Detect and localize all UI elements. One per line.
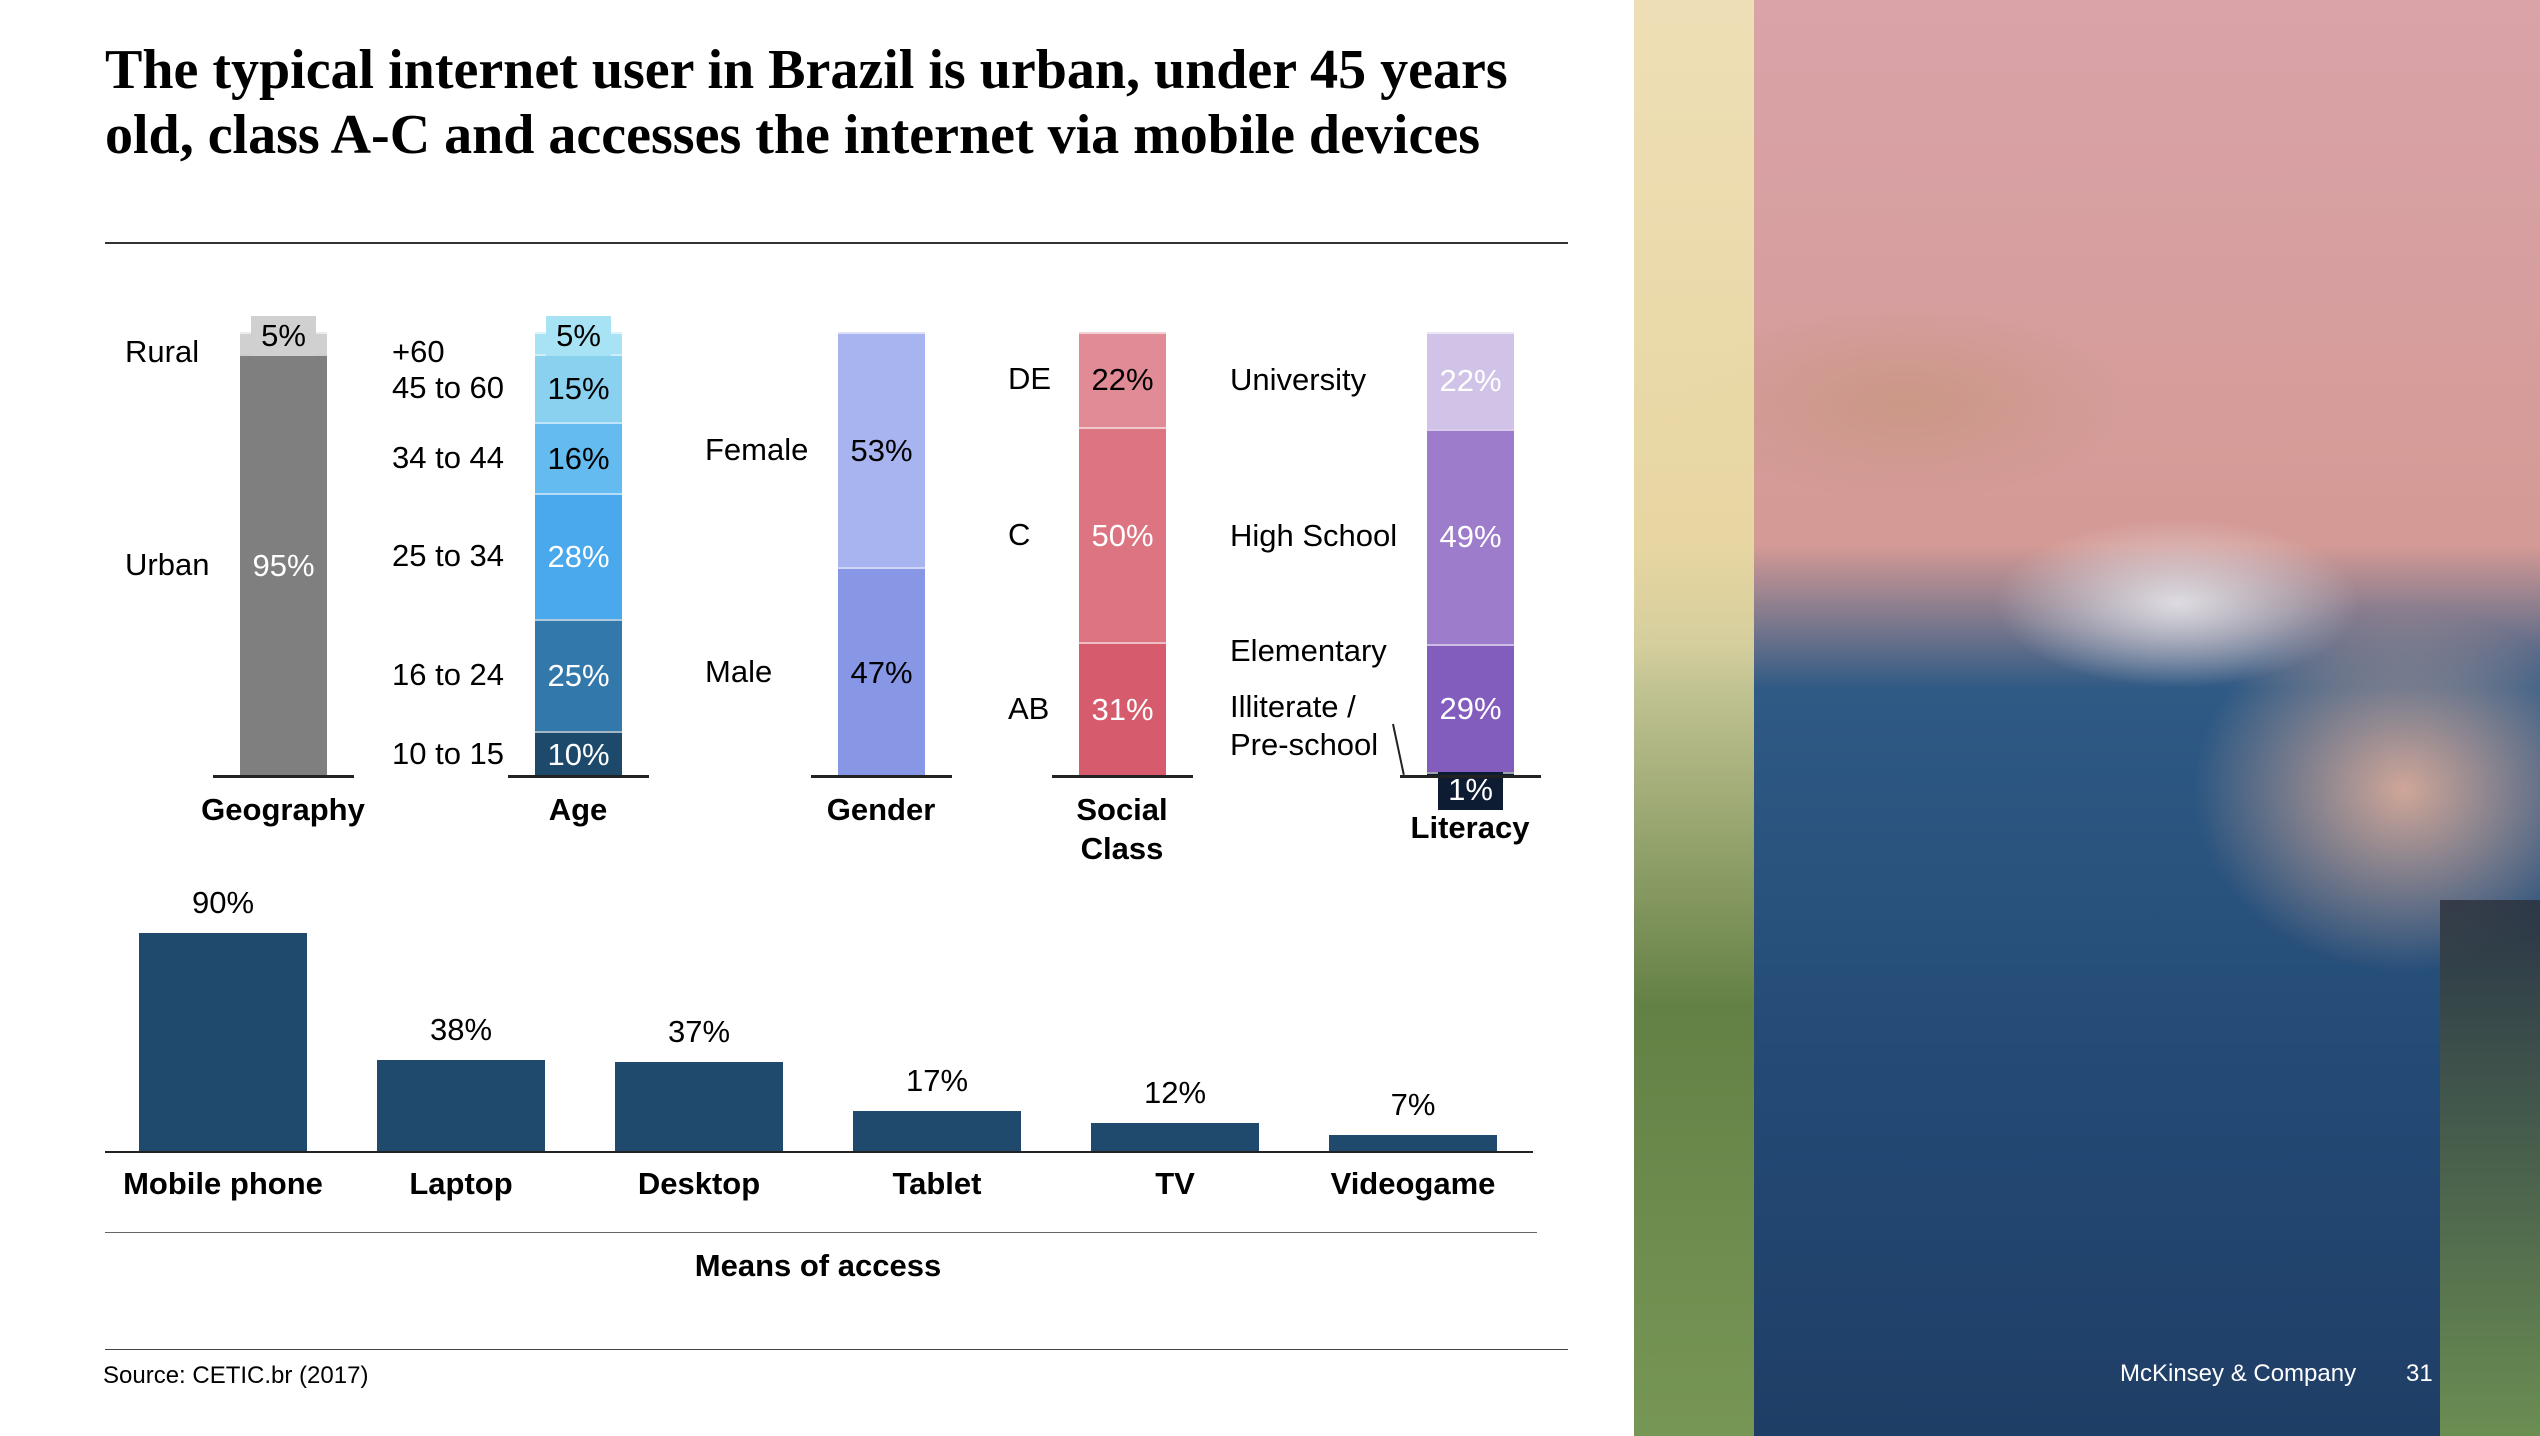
bar-segment: 16% (535, 421, 622, 494)
segment-value: 15% (547, 371, 610, 407)
segment-label: Illiterate / Pre-school (1230, 689, 1379, 762)
segment-value: 25% (547, 658, 610, 694)
segment-value: 10% (547, 736, 610, 772)
segment-value: 22% (1439, 363, 1502, 399)
segment-label: 45 to 60 (392, 370, 505, 406)
bar-segment: 10% (535, 731, 622, 776)
category-label: Desktop (637, 1166, 761, 1201)
bar-segment: 5% (240, 316, 327, 357)
photo-background (2440, 900, 2540, 1436)
means-of-access-label: Means of access (694, 1248, 942, 1283)
segment-value: 95% (252, 548, 315, 584)
segment-label: +60 (392, 334, 445, 369)
baseline (213, 775, 354, 778)
segment-label: Urban (125, 547, 210, 583)
x-axis (105, 1151, 1533, 1153)
segment-value: 50% (1091, 517, 1154, 553)
bar-segment: 31% (1079, 642, 1166, 776)
data-label: 12% (1143, 1074, 1207, 1110)
bar-segment: 50% (1079, 426, 1166, 643)
category-label: Laptop (409, 1166, 513, 1201)
segment-label: Female (705, 431, 809, 467)
data-label: 38% (429, 1011, 493, 1047)
segment-label: C (1008, 516, 1031, 552)
data-label: 37% (667, 1013, 731, 1049)
bar-segment: 28% (535, 493, 622, 620)
access-bar (615, 1061, 783, 1152)
segment-value: 31% (1091, 692, 1154, 728)
category-label: Literacy (1410, 810, 1530, 845)
stacked-bar-age: 10% 25% 28% 16% 15% 5% (535, 316, 622, 776)
bar-segment: 5% (535, 316, 622, 357)
segment-label: High School (1230, 518, 1398, 554)
segment-value: 5% (251, 316, 316, 357)
page-number: 31 (2406, 1360, 2433, 1387)
category-label: Gender (826, 792, 936, 827)
segment-label: Male (705, 653, 773, 689)
slide-title: The typical internet user in Brazil is u… (105, 39, 1508, 166)
bar-segment: 22% (1079, 332, 1166, 427)
category-label: Videogame (1330, 1166, 1496, 1201)
bar-segment: 95% (240, 354, 327, 776)
stacked-bar-literacy: 1% 29% 49% 22% (1427, 332, 1514, 810)
category-label: Social Class (1076, 792, 1168, 866)
segment-value: 16% (547, 440, 610, 476)
stacked-bar-gender: 47% 53% (838, 332, 925, 776)
stacked-bar-geography: 95% 5% (240, 316, 327, 776)
segment-value: 29% (1439, 690, 1502, 726)
segment-label: 25 to 34 (392, 538, 505, 574)
segment-value: 49% (1439, 519, 1502, 555)
access-bar (1329, 1134, 1497, 1152)
segment-value: 5% (546, 316, 611, 357)
photo-background (1634, 0, 1754, 1436)
bar-segment: 25% (535, 619, 622, 732)
footer-brand: McKinsey & Company (2120, 1360, 2357, 1387)
segment-value: 22% (1091, 362, 1154, 398)
category-label: Geography (201, 792, 365, 827)
access-bar (139, 933, 307, 1152)
bar-segment: 15% (535, 354, 622, 422)
bar-segment: 29% (1427, 644, 1514, 772)
baseline (1400, 775, 1541, 778)
data-label: 90% (191, 885, 255, 920)
bar-segment: 22% (1427, 332, 1514, 429)
data-label: 7% (1390, 1086, 1436, 1122)
segment-label: AB (1008, 691, 1050, 727)
segment-label: 34 to 44 (392, 439, 505, 475)
xlabel-divider (105, 1232, 1537, 1233)
access-bar (1091, 1122, 1259, 1152)
access-bar (377, 1059, 545, 1152)
segment-value: 53% (850, 432, 913, 468)
segment-value: 28% (547, 539, 610, 575)
segment-value: 47% (850, 654, 913, 690)
category-label: Tablet (892, 1166, 982, 1201)
category-label: Age (548, 792, 608, 827)
bar-segment: 49% (1427, 428, 1514, 645)
segment-label: DE (1008, 361, 1052, 397)
source-note: Source: CETIC.br (2017) (103, 1362, 369, 1389)
baseline (508, 775, 649, 778)
segment-label: Elementary (1230, 633, 1387, 668)
category-label: TV (1155, 1166, 1195, 1201)
stacked-bar-social-class: 31% 50% 22% (1079, 332, 1166, 776)
category-label: Mobile phone (123, 1166, 323, 1201)
bar-segment: 53% (838, 332, 925, 568)
bar-segment: 47% (838, 567, 925, 776)
access-bar (853, 1110, 1021, 1152)
segment-label: 16 to 24 (392, 657, 505, 693)
photo-people-using-phones (1634, 0, 2540, 1436)
segment-label: Rural (125, 334, 200, 369)
data-label: 17% (905, 1062, 969, 1098)
baseline (1052, 775, 1193, 778)
title-divider (105, 242, 1568, 244)
footer-divider (105, 1349, 1568, 1350)
baseline (811, 775, 952, 778)
segment-label: 10 to 15 (392, 735, 505, 771)
segment-label: University (1230, 362, 1367, 398)
